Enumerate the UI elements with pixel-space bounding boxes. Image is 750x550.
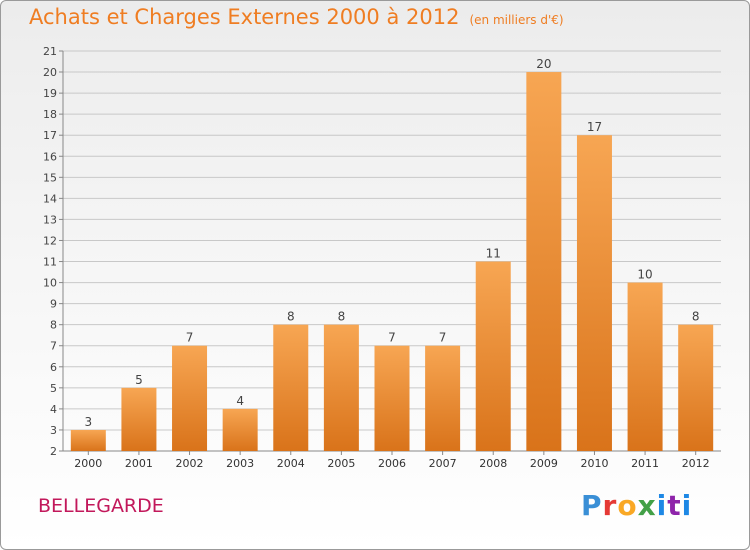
y-tick-label: 9 [50, 298, 57, 311]
y-tick-label: 19 [43, 87, 57, 100]
y-tick-label: 16 [43, 150, 57, 163]
bar [172, 345, 208, 451]
bar [425, 345, 461, 451]
chart-title-text: Achats et Charges Externes 2000 à 2012 [29, 5, 460, 29]
bar [323, 324, 359, 451]
unit-label: (en milliers d'€) [469, 13, 564, 27]
y-tick-label: 14 [43, 192, 57, 205]
place-name: BELLEGARDE [38, 495, 164, 517]
y-tick-label: 11 [43, 256, 57, 269]
data-label: 17 [587, 120, 602, 134]
y-tick-label: 12 [43, 234, 57, 247]
bar [475, 261, 511, 451]
bar [374, 345, 410, 451]
chart-title: Achats et Charges Externes 2000 à 2012 (e… [29, 5, 564, 29]
data-label: 10 [637, 268, 652, 282]
bar [576, 135, 612, 452]
y-tick-label: 15 [43, 171, 57, 184]
bar [273, 324, 309, 451]
y-tick-label: 21 [43, 45, 57, 58]
x-tick-label: 2012 [682, 457, 710, 470]
data-label: 11 [486, 247, 501, 261]
x-tick-label: 2000 [74, 457, 102, 470]
x-tick-label: 2008 [479, 457, 507, 470]
y-tick-label: 7 [50, 340, 57, 353]
x-tick-label: 2010 [580, 457, 608, 470]
x-tick-label: 2003 [226, 457, 254, 470]
data-label: 5 [135, 373, 143, 387]
x-tick-label: 2006 [378, 457, 406, 470]
bar [121, 387, 157, 451]
bar [526, 72, 562, 451]
x-tick-label: 2001 [125, 457, 153, 470]
data-label: 8 [338, 310, 346, 324]
data-label: 3 [84, 415, 92, 429]
data-label: 8 [692, 310, 700, 324]
y-tick-label: 18 [43, 108, 57, 121]
x-tick-label: 2004 [277, 457, 305, 470]
data-label: 20 [536, 57, 551, 71]
y-tick-label: 10 [43, 277, 57, 290]
y-tick-label: 17 [43, 129, 57, 142]
bar [70, 429, 106, 451]
proxiti-logo: Proxiti [581, 489, 693, 522]
bar [222, 408, 258, 451]
y-tick-label: 6 [50, 361, 57, 374]
y-tick-label: 8 [50, 319, 57, 332]
data-label: 7 [388, 331, 396, 345]
y-tick-label: 20 [43, 66, 57, 79]
x-tick-label: 2009 [530, 457, 558, 470]
x-tick-label: 2002 [176, 457, 204, 470]
data-label: 8 [287, 310, 295, 324]
y-tick-label: 5 [50, 382, 57, 395]
y-tick-label: 3 [50, 424, 57, 437]
data-label: 7 [186, 331, 194, 345]
data-label: 4 [236, 394, 244, 408]
y-tick-label: 2 [50, 445, 57, 458]
x-tick-label: 2007 [429, 457, 457, 470]
x-tick-label: 2011 [631, 457, 659, 470]
data-label: 7 [439, 331, 447, 345]
bar [627, 282, 663, 451]
x-tick-label: 2005 [327, 457, 355, 470]
y-tick-label: 4 [50, 403, 57, 416]
y-tick-label: 13 [43, 213, 57, 226]
bar [678, 324, 714, 451]
